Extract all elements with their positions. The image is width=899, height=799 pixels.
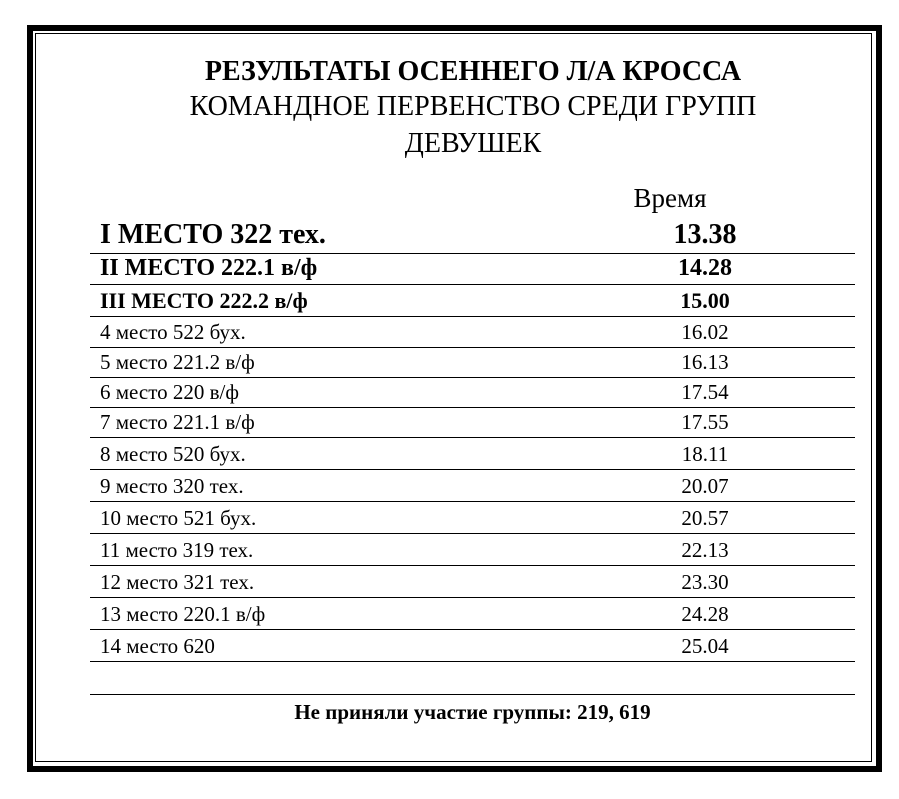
title-line-1: РЕЗУЛЬТАТЫ ОСЕННЕГО Л/А КРОССА	[204, 56, 742, 87]
time-value: 20.07	[681, 474, 729, 498]
time-value: 17.55	[681, 410, 729, 434]
table-row: II МЕСТО 222.1 в/ф 14.28	[90, 254, 855, 285]
time-value: 20.57	[681, 506, 729, 530]
place-label: 11 место 319 тех.	[100, 538, 254, 562]
table-row: 6 место 220 в/ф 17.54	[90, 378, 855, 408]
time-value: 16.13	[681, 350, 729, 374]
time-value: 23.30	[681, 570, 729, 594]
time-value: 16.02	[681, 320, 729, 344]
place-label: 8 место 520 бух.	[100, 442, 246, 466]
time-column-header: Время	[633, 183, 707, 213]
table-row: 14 место 620 25.04	[90, 630, 855, 662]
time-value: 25.04	[681, 634, 729, 658]
table-row: 10 место 521 бух. 20.57	[90, 502, 855, 534]
page-border-middle	[31, 29, 878, 768]
place-label: I МЕСТО 322 тех.	[100, 219, 326, 250]
table-row: 4 место 522 бух. 16.02	[90, 317, 855, 348]
place-label: 12 место 321 тех.	[100, 570, 255, 594]
time-value: 14.28	[678, 255, 732, 281]
page-border-outer	[27, 25, 882, 772]
time-value: 18.11	[681, 442, 729, 466]
page-border-inner	[35, 33, 872, 762]
table-row: 11 место 319 тех. 22.13	[90, 534, 855, 566]
time-value: 22.13	[681, 538, 729, 562]
table-row: I МЕСТО 322 тех. 13.38	[90, 219, 855, 254]
table-row: 13 место 220.1 в/ф 24.28	[90, 598, 855, 630]
place-label: II МЕСТО 222.1 в/ф	[100, 255, 318, 281]
table-row: III МЕСТО 222.2 в/ф 15.00	[90, 285, 855, 317]
table-row: 12 место 321 тех. 23.30	[90, 566, 855, 598]
place-label: 13 место 220.1 в/ф	[100, 602, 266, 626]
table-row: 9 место 320 тех. 20.07	[90, 470, 855, 502]
footer-note: Не приняли участие группы: 219, 619	[294, 700, 651, 724]
place-label: 5 место 221.2 в/ф	[100, 350, 255, 374]
place-label: 9 место 320 тех.	[100, 474, 244, 498]
place-label: 14 место 620	[100, 634, 215, 658]
place-label: III МЕСТО 222.2 в/ф	[100, 288, 308, 313]
time-value: 13.38	[673, 219, 737, 250]
place-label: 4 место 522 бух.	[100, 320, 246, 344]
time-value: 17.54	[681, 380, 729, 404]
place-label: 10 место 521 бух.	[100, 506, 257, 530]
table-row: 8 место 520 бух. 18.11	[90, 438, 855, 470]
empty-row	[90, 662, 855, 695]
title-line-3: ДЕВУШЕК	[404, 128, 542, 159]
title-line-2: КОМАНДНОЕ ПЕРВЕНСТВО СРЕДИ ГРУПП	[189, 91, 757, 122]
place-label: 6 место 220 в/ф	[100, 380, 239, 404]
time-value: 15.00	[680, 288, 730, 313]
table-row: 7 место 221.1 в/ф 17.55	[90, 408, 855, 438]
table-row: 5 место 221.2 в/ф 16.13	[90, 348, 855, 378]
time-value: 24.28	[681, 602, 729, 626]
place-label: 7 место 221.1 в/ф	[100, 410, 255, 434]
